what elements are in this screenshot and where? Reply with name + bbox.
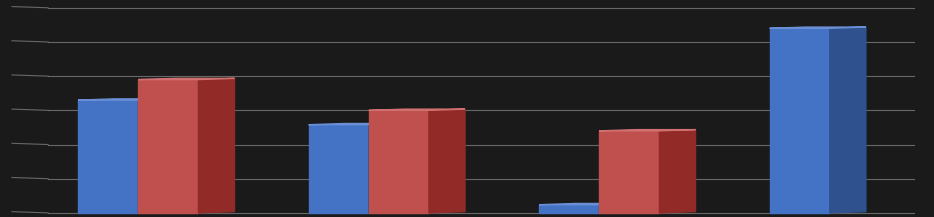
Bar [770,28,829,213]
Polygon shape [369,109,465,110]
Polygon shape [539,204,635,205]
Polygon shape [659,130,696,213]
Bar [78,100,138,213]
Polygon shape [429,109,465,213]
Polygon shape [600,204,635,213]
Bar [539,205,600,213]
Bar [369,110,429,213]
Polygon shape [770,27,866,28]
Polygon shape [369,123,404,213]
Polygon shape [138,78,234,80]
Bar [308,125,369,213]
Polygon shape [600,130,696,131]
Polygon shape [78,99,175,100]
Bar [600,131,659,213]
Polygon shape [198,78,234,213]
Polygon shape [138,99,175,213]
Bar [138,80,198,213]
Polygon shape [308,123,404,125]
Polygon shape [829,27,866,213]
